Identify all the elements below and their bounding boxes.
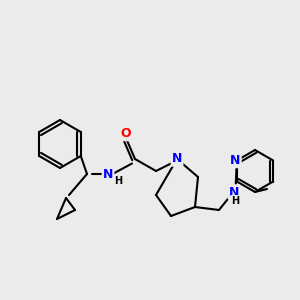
Text: N: N [172,152,182,166]
Text: H: H [231,196,240,206]
Text: N: N [229,185,239,199]
Text: H: H [114,176,123,187]
Text: N: N [230,154,241,167]
Text: N: N [103,167,113,181]
Text: O: O [121,127,131,140]
